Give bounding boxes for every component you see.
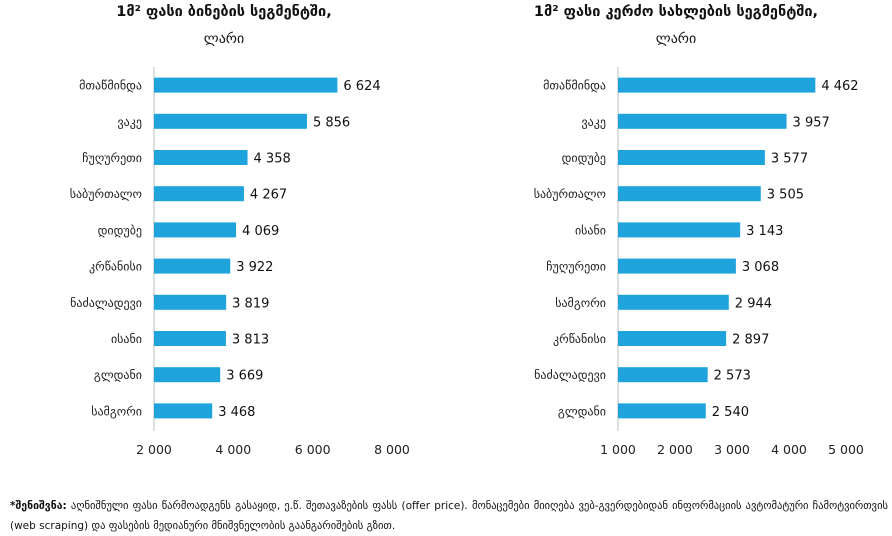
apartments-value-label: 4 267 bbox=[250, 188, 287, 203]
houses-value-label: 2 897 bbox=[732, 333, 769, 348]
houses-price-chart: 1მ² ფასი კერძო სახლების სეგმენტში, ლარი მთ… bbox=[446, 0, 892, 470]
apartments-x-tick-label: 2 000 bbox=[136, 442, 172, 457]
houses-category-label: ისანი bbox=[575, 223, 606, 237]
apartments-category-label: ნაძალადევი bbox=[70, 296, 142, 310]
houses-price-chart-svg: 1მ² ფასი კერძო სახლების სეგმენტში, ლარი მთ… bbox=[534, 4, 864, 457]
houses-bar bbox=[618, 222, 741, 238]
apartments-x-tick-label: 8 000 bbox=[374, 442, 410, 457]
houses-bar bbox=[618, 367, 708, 383]
houses-value-label: 3 957 bbox=[793, 115, 830, 130]
apartments-value-label: 3 922 bbox=[236, 260, 273, 275]
apartments-value-label: 6 624 bbox=[343, 79, 380, 94]
apartments-price-chart-svg: 1მ² ფასი ბინების სეგმენტში, ლარი მთაწმინდა… bbox=[70, 4, 410, 457]
houses-bar bbox=[618, 331, 727, 346]
apartments-category-label: ისანი bbox=[111, 332, 142, 346]
houses-bar bbox=[618, 294, 729, 310]
apartments-value-label: 3 819 bbox=[232, 296, 269, 311]
houses-category-label: გლდანი bbox=[558, 404, 606, 418]
houses-category-label: ვაკე bbox=[582, 115, 606, 129]
footnote: *შენიშვნა: აღნიშნული ფასი წარმოადგენს გა… bbox=[10, 496, 888, 536]
apartments-chart-title: 1მ² ფასი ბინების სეგმენტში, bbox=[116, 4, 332, 20]
houses-category-label: საბურთალო bbox=[534, 187, 606, 201]
apartments-price-chart: 1მ² ფასი ბინების სეგმენტში, ლარი მთაწმინდა… bbox=[0, 0, 446, 470]
houses-bar bbox=[618, 113, 787, 129]
houses-value-label: 2 573 bbox=[714, 369, 751, 384]
apartments-value-label: 3 468 bbox=[218, 405, 255, 420]
houses-category-label: კრწანისი bbox=[553, 332, 606, 346]
footnote-label: *შენიშვნა: bbox=[10, 500, 67, 512]
houses-x-tick-label: 2 000 bbox=[657, 442, 693, 457]
apartments-bar bbox=[154, 294, 227, 310]
houses-bar bbox=[618, 186, 761, 202]
houses-x-tick-label: 5 000 bbox=[828, 442, 864, 457]
apartments-bar bbox=[154, 367, 221, 383]
houses-value-label: 3 577 bbox=[771, 152, 808, 167]
apartments-category-label: საბურთალო bbox=[70, 187, 142, 201]
houses-category-label: ჩუღურეთი bbox=[546, 260, 606, 274]
apartments-bar bbox=[154, 403, 213, 419]
apartments-value-label: 3 813 bbox=[232, 333, 269, 348]
apartments-bar bbox=[154, 150, 248, 165]
houses-category-label: დიდუბე bbox=[562, 151, 606, 165]
apartments-category-label: მთაწმინდა bbox=[79, 79, 142, 93]
apartments-value-label: 5 856 bbox=[313, 115, 350, 130]
houses-value-label: 3 068 bbox=[742, 260, 779, 275]
apartments-category-label: კრწანისი bbox=[89, 260, 142, 274]
apartments-category-label: დიდუბე bbox=[98, 223, 142, 237]
houses-bar bbox=[618, 258, 736, 274]
apartments-value-label: 4 358 bbox=[254, 152, 291, 167]
apartments-value-label: 4 069 bbox=[242, 224, 279, 239]
houses-value-label: 3 143 bbox=[746, 224, 783, 239]
apartments-value-label: 3 669 bbox=[226, 369, 263, 384]
houses-value-label: 2 944 bbox=[735, 296, 772, 311]
apartments-category-label: გლდანი bbox=[94, 368, 142, 382]
apartments-x-tick-label: 6 000 bbox=[295, 442, 331, 457]
houses-x-tick-label: 3 000 bbox=[714, 442, 750, 457]
footnote-text: აღნიშნული ფასი წარმოადგენს გასაყიდ, ე.წ.… bbox=[10, 500, 888, 532]
apartments-bar bbox=[154, 222, 237, 238]
houses-category-label: მთაწმინდა bbox=[543, 79, 606, 93]
apartments-x-tick-label: 4 000 bbox=[215, 442, 251, 457]
houses-chart-subtitle: ლარი bbox=[656, 30, 696, 47]
apartments-bar bbox=[154, 331, 226, 346]
houses-bar bbox=[618, 150, 765, 165]
apartments-category-label: ჩუღურეთი bbox=[82, 151, 142, 165]
houses-value-label: 4 462 bbox=[821, 79, 858, 94]
houses-value-label: 3 505 bbox=[767, 188, 804, 203]
apartments-bar bbox=[154, 186, 244, 202]
houses-bar bbox=[618, 77, 816, 93]
apartments-bar bbox=[154, 77, 338, 93]
apartments-category-label: სამგორი bbox=[91, 404, 142, 418]
houses-category-label: სამგორი bbox=[555, 296, 606, 310]
apartments-bar bbox=[154, 113, 307, 129]
houses-category-label: ნაძალადევი bbox=[534, 368, 606, 382]
houses-value-label: 2 540 bbox=[712, 405, 749, 420]
apartments-bar bbox=[154, 258, 231, 274]
houses-x-tick-label: 4 000 bbox=[771, 442, 807, 457]
apartments-chart-subtitle: ლარი bbox=[204, 30, 244, 47]
houses-x-tick-label: 1 000 bbox=[600, 442, 636, 457]
apartments-category-label: ვაკე bbox=[118, 115, 142, 129]
houses-chart-title: 1მ² ფასი კერძო სახლების სეგმენტში, bbox=[534, 4, 818, 20]
houses-bar bbox=[618, 403, 706, 419]
